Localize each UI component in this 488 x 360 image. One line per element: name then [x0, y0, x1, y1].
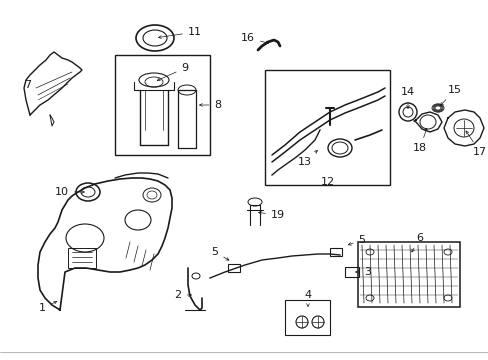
Bar: [329, 248, 341, 256]
Text: 19: 19: [258, 210, 285, 220]
Text: 8: 8: [199, 100, 221, 110]
Bar: [227, 264, 240, 272]
Text: 10: 10: [55, 187, 84, 197]
Text: 3: 3: [355, 267, 371, 277]
Text: 2: 2: [174, 290, 191, 300]
Bar: [357, 242, 459, 307]
Text: 12: 12: [320, 177, 334, 187]
Text: 1: 1: [39, 301, 57, 313]
Text: 6: 6: [411, 233, 423, 252]
Text: 14: 14: [400, 87, 414, 108]
Text: 16: 16: [241, 33, 268, 44]
Text: 11: 11: [158, 27, 202, 39]
Text: 5: 5: [211, 247, 228, 260]
Bar: [345, 267, 358, 277]
Text: 5: 5: [347, 235, 365, 245]
Text: 17: 17: [465, 131, 486, 157]
Text: 13: 13: [297, 150, 317, 167]
Bar: [115, 55, 209, 155]
Text: 7: 7: [24, 80, 32, 90]
Text: 15: 15: [440, 85, 461, 105]
Bar: [285, 300, 329, 335]
Bar: [264, 70, 389, 185]
Bar: [68, 248, 96, 268]
Text: 18: 18: [412, 129, 427, 153]
Text: 4: 4: [304, 290, 311, 306]
Text: 9: 9: [157, 63, 188, 81]
